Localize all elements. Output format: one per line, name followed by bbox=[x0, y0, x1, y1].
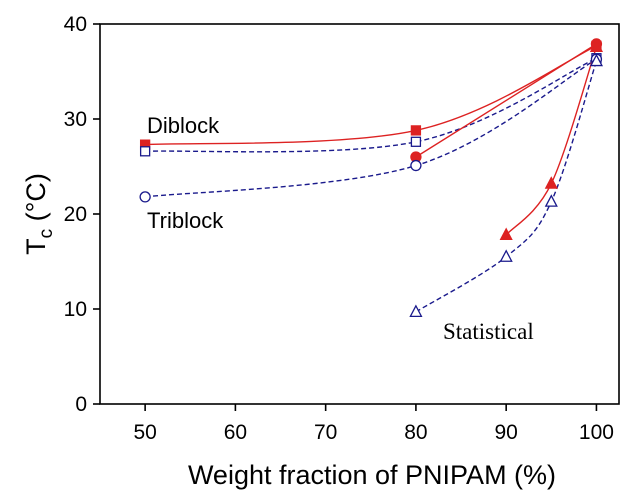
data-point-triangle bbox=[544, 194, 558, 207]
x-tick-label: 80 bbox=[404, 421, 427, 444]
series-label-triblock: Triblock bbox=[147, 208, 224, 233]
x-tick-label: 90 bbox=[494, 421, 517, 444]
y-axis-title: Tc (°C) bbox=[21, 173, 57, 255]
data-point-triangle bbox=[499, 227, 513, 241]
x-tick-label: 70 bbox=[314, 421, 337, 444]
y-tick-label: 10 bbox=[64, 298, 87, 321]
data-point-triangle bbox=[589, 39, 604, 52]
series-label-diblock: Diblock bbox=[147, 113, 220, 138]
data-point-triangle bbox=[544, 176, 558, 189]
series-line-1 bbox=[145, 57, 597, 153]
x-axis-title: Weight fraction of PNIPAM (%) bbox=[188, 460, 556, 490]
y-tick-label: 30 bbox=[64, 108, 87, 131]
x-tick-label: 60 bbox=[224, 421, 247, 444]
data-point-circle bbox=[410, 159, 422, 172]
series-label-statistical: Statistical bbox=[443, 319, 534, 344]
series-line-5 bbox=[415, 60, 598, 313]
data-point-triangle bbox=[499, 249, 513, 262]
axes: 50 60 70 80 90 100 0 10 20 30 40 bbox=[64, 13, 620, 444]
data-point-square bbox=[139, 146, 151, 157]
data-point-triangle bbox=[409, 304, 423, 318]
series-curves bbox=[145, 43, 598, 313]
y-tick-label: 20 bbox=[64, 203, 87, 226]
data-point-square bbox=[410, 136, 422, 147]
y-tick-label: 40 bbox=[64, 13, 87, 36]
data-point-triangle bbox=[589, 53, 604, 67]
data-point-circle bbox=[139, 191, 151, 203]
x-tick-label: 100 bbox=[579, 421, 614, 444]
x-tick-label: 50 bbox=[133, 421, 156, 444]
series-line-4 bbox=[505, 46, 598, 236]
data-point-square bbox=[410, 125, 422, 136]
y-tick-label: 0 bbox=[75, 393, 87, 416]
series-line-2 bbox=[415, 43, 597, 158]
series-markers bbox=[139, 38, 604, 318]
